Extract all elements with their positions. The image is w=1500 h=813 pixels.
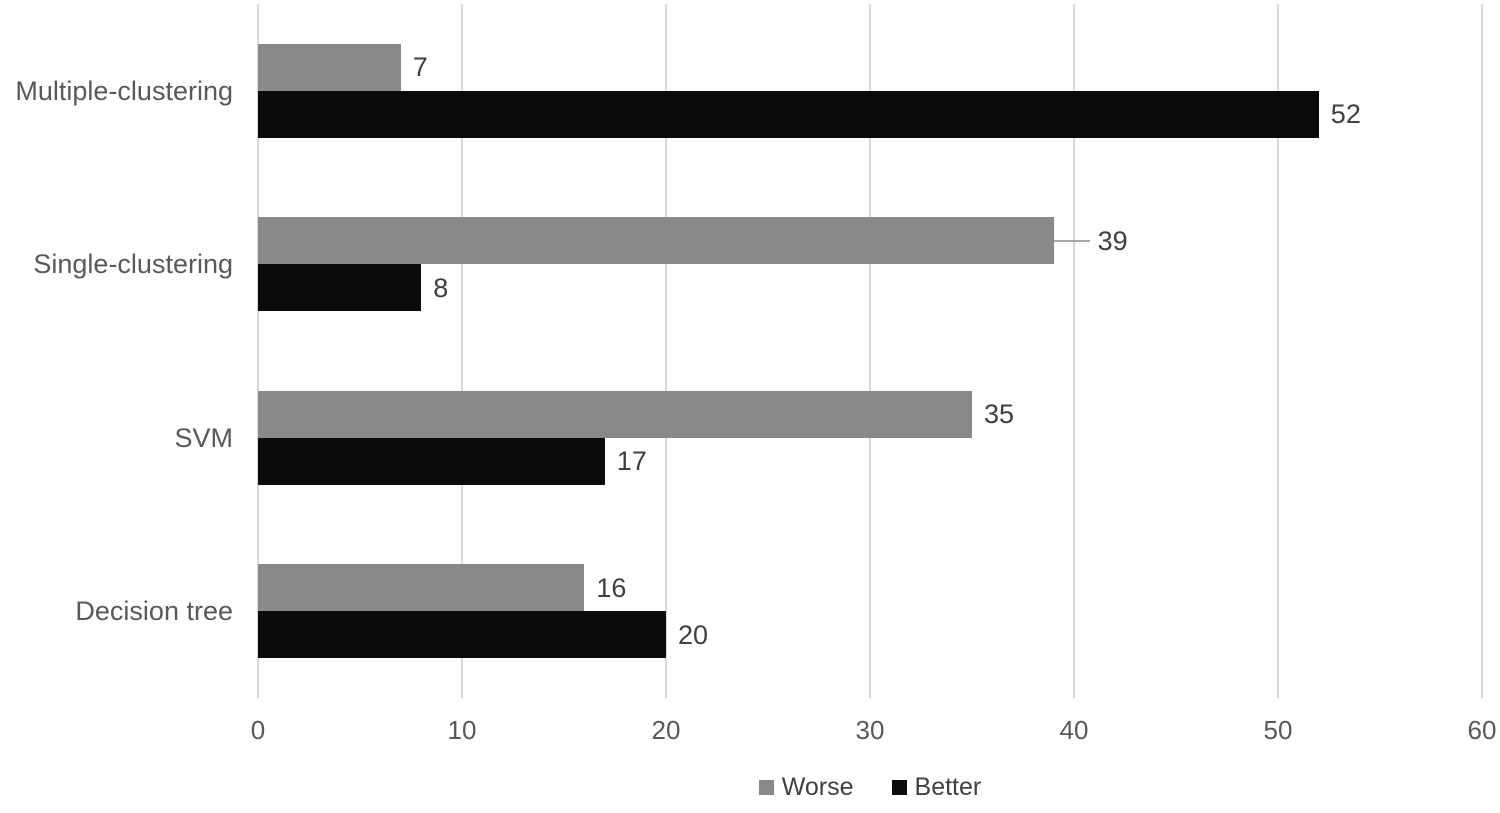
- legend-swatch-worse-icon: [758, 779, 774, 795]
- plot-area: 7 39 35 16 52 8 17 20: [257, 4, 1483, 698]
- data-label-better-svm: 17: [616, 446, 647, 477]
- legend-item-better: Better: [891, 772, 982, 802]
- bar-better-multiple-clustering: [258, 90, 1319, 138]
- category-label-single-clustering: Single-clustering: [33, 249, 233, 280]
- data-label-worse-svm: 35: [984, 399, 1015, 430]
- gridline-x-40: [1073, 4, 1075, 698]
- bar-worse-multiple-clustering: [258, 43, 401, 91]
- legend-label-worse: Worse: [781, 773, 854, 801]
- gridline-x-50: [1277, 4, 1279, 698]
- data-label-better-decision-tree: 20: [678, 619, 709, 650]
- legend-item-worse: Worse: [758, 772, 854, 802]
- x-tick-label-20: 20: [651, 715, 681, 745]
- bar-better-svm: [258, 437, 605, 485]
- category-label-multiple-clustering: Multiple-clustering: [15, 75, 233, 106]
- category-axis: Multiple-clustering Single-clustering SVM D…: [0, 4, 233, 698]
- x-tick-label-60: 60: [1467, 715, 1497, 745]
- data-label-worse-multiple-clustering: 7: [412, 52, 428, 83]
- bar-better-decision-tree: [258, 611, 666, 659]
- bar-better-single-clustering: [258, 264, 422, 312]
- bar-worse-single-clustering: [258, 217, 1054, 265]
- gridline-x-20: [665, 4, 667, 698]
- category-label-decision-tree: Decision tree: [75, 596, 233, 627]
- legend: Worse Better: [258, 772, 1482, 802]
- gridline-x-10: [461, 4, 463, 698]
- x-axis: 0 10 20 30 40 50 60: [0, 710, 1500, 756]
- x-tick-label-50: 50: [1263, 715, 1293, 745]
- bar-worse-svm: [258, 390, 972, 438]
- data-label-better-single-clustering: 8: [433, 272, 449, 303]
- gridline-x-0: [257, 4, 259, 698]
- data-label-worse-decision-tree: 16: [596, 572, 627, 603]
- category-label-svm: SVM: [174, 422, 233, 453]
- legend-label-better: Better: [914, 773, 982, 801]
- x-tick-label-10: 10: [447, 715, 477, 745]
- legend-swatch-better-icon: [891, 779, 907, 795]
- gridline-x-60: [1481, 4, 1483, 698]
- gridline-x-30: [869, 4, 871, 698]
- x-tick-label-40: 40: [1059, 715, 1089, 745]
- data-label-worse-single-clustering: 39: [1097, 225, 1128, 256]
- x-tick-label-0: 0: [250, 715, 266, 745]
- leader-line-worse-single-clustering: [1053, 239, 1090, 242]
- bar-worse-decision-tree: [258, 564, 585, 612]
- x-tick-label-30: 30: [855, 715, 885, 745]
- data-label-better-multiple-clustering: 52: [1330, 99, 1361, 130]
